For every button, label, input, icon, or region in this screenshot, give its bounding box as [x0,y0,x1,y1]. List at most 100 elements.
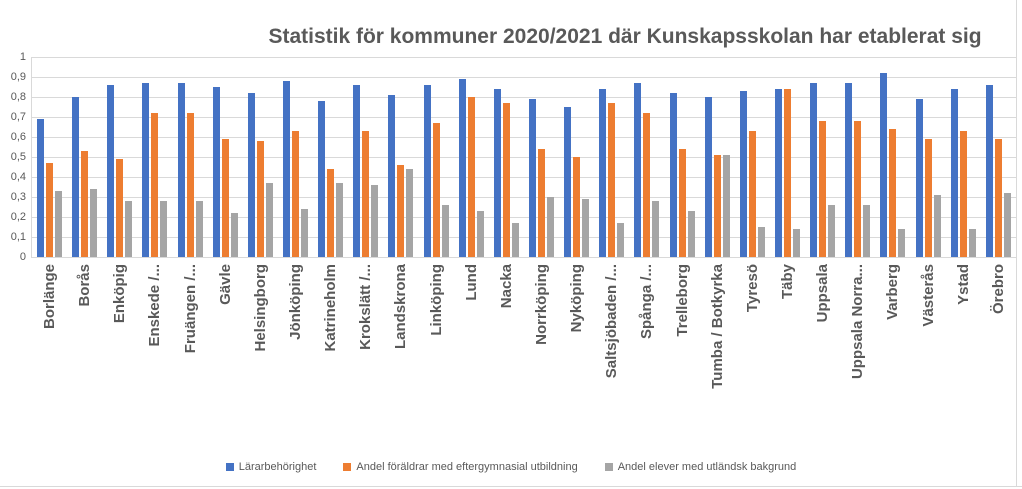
bar-lararbehorighet [634,83,642,257]
bar-andel-foraldrar-eftergymnasial [46,163,54,257]
bar-andel-foraldrar-eftergymnasial [467,97,475,257]
bar-lararbehorighet [458,79,466,257]
x-axis-label: Saltsjöbaden /... [603,264,621,379]
gridline [31,77,1016,78]
x-axis-label: Västerås [919,264,937,327]
bar-andel-foraldrar-eftergymnasial [397,165,405,257]
x-axis-label-cell: Fruängen /... [173,261,208,453]
x-axis-label-cell: Uppsala [805,261,840,453]
bar-andel-foraldrar-eftergymnasial [432,123,440,257]
bar-lararbehorighet [529,99,537,257]
chart-title: Statistik för kommuner 2020/2021 där Kun… [268,25,982,48]
bar-andel-elever-utlandsk-bakgrund [265,183,273,257]
bar-andel-elever-utlandsk-bakgrund [301,209,309,257]
bar-andel-foraldrar-eftergymnasial [292,131,300,257]
x-axis-label-cell: Saltsjöbaden /... [594,261,629,453]
bar-lararbehorighet [810,83,818,257]
bar-lararbehorighet [775,89,783,257]
bar-andel-foraldrar-eftergymnasial [784,89,792,257]
x-axis-label: Ystad [954,264,972,305]
bar-andel-foraldrar-eftergymnasial [608,103,616,257]
bar-andel-foraldrar-eftergymnasial [81,151,89,257]
gridline [31,57,1016,58]
bar-group [559,57,594,257]
x-axis-label-cell: Enköpig [102,261,137,453]
legend-label: Andel föräldrar med eftergymnasial utbil… [356,461,578,473]
bar-group [911,57,946,257]
x-axis-label-cell: Linköping [419,261,454,453]
y-tick-label: 0,6 [10,131,26,143]
x-axis-label-cell: Ystad [946,261,981,453]
legend-item-andel-foraldrar-eftergymnasial: Andel föräldrar med eftergymnasial utbil… [343,461,578,473]
bar-andel-elever-utlandsk-bakgrund [722,155,730,257]
x-axis-label: Krokslätt /... [357,264,375,350]
bar-andel-elever-utlandsk-bakgrund [687,211,695,257]
bar-lararbehorighet [915,99,923,257]
y-tick-label: 0 [19,251,26,263]
y-tick-label: 0,4 [10,171,26,183]
x-axis-label-cell: Enskede /... [137,261,172,453]
bar-group [594,57,629,257]
gridline [31,257,1016,258]
bar-lararbehorighet [142,83,150,257]
x-axis-label: Katrineholm [322,264,340,352]
x-axis-label-cell: Spånga /... [629,261,664,453]
gridline [31,237,1016,238]
x-axis-label-cell: Katrineholm [313,261,348,453]
bar-group [981,57,1016,257]
y-tick-label: 0,5 [10,151,26,163]
bar-andel-foraldrar-eftergymnasial [116,159,124,257]
bar-group [67,57,102,257]
bar-lararbehorighet [669,93,677,257]
bar-group [208,57,243,257]
x-axis-label: Gävle [216,264,234,305]
bar-group [770,57,805,257]
bar-lararbehorighet [353,85,361,257]
chart-border-right [1016,0,1017,486]
bar-lararbehorighet [72,97,80,257]
bar-group [419,57,454,257]
legend-swatch-icon [604,463,613,471]
y-tick-label: 0,1 [10,231,26,243]
bar-group [102,57,137,257]
bar-group [840,57,875,257]
bar-andel-foraldrar-eftergymnasial [678,149,686,257]
x-axis-label-cell: Örebro [981,261,1016,453]
bar-andel-elever-utlandsk-bakgrund [933,195,941,257]
x-axis-label: Jönköping [287,264,305,340]
bar-lararbehorighet [739,91,747,257]
x-axis-label-cell: Tumba / Botkyrka [700,261,735,453]
bar-andel-foraldrar-eftergymnasial [959,131,967,257]
x-axis-label-cell: Västerås [911,261,946,453]
bar-andel-foraldrar-eftergymnasial [327,169,335,257]
bar-andel-elever-utlandsk-bakgrund [90,189,98,257]
bar-group [137,57,172,257]
x-axis-label-cell: Nacka [489,261,524,453]
bar-lararbehorighet [318,101,326,257]
bar-group [348,57,383,257]
x-axis-label: Trelleborg [673,264,691,337]
plot-area [31,57,1016,258]
gridline [31,177,1016,178]
x-axis-label-cell: Lund [454,261,489,453]
bar-lararbehorighet [37,119,45,257]
x-axis-label: Uppsala [814,264,832,323]
bar-group [243,57,278,257]
bar-lararbehorighet [107,85,115,257]
y-axis: 1 0,9 0,8 0,7 0,6 0,5 0,4 0,3 0,2 0,1 0 [0,0,26,263]
bar-lararbehorighet [985,85,993,257]
bar-group [946,57,981,257]
x-axis-label-cell: Tyresö [735,261,770,453]
x-axis-label: Linköping [427,264,445,336]
bar-group [629,57,664,257]
legend-swatch-icon [343,463,352,471]
x-axis-label: Tumba / Botkyrka [708,264,726,389]
gridline [31,217,1016,218]
bar-andel-foraldrar-eftergymnasial [994,139,1002,257]
gridline [31,157,1016,158]
x-axis-label: Borlänge [41,264,59,330]
bar-lararbehorighet [950,89,958,257]
bar-lararbehorighet [212,87,220,257]
bar-group [524,57,559,257]
